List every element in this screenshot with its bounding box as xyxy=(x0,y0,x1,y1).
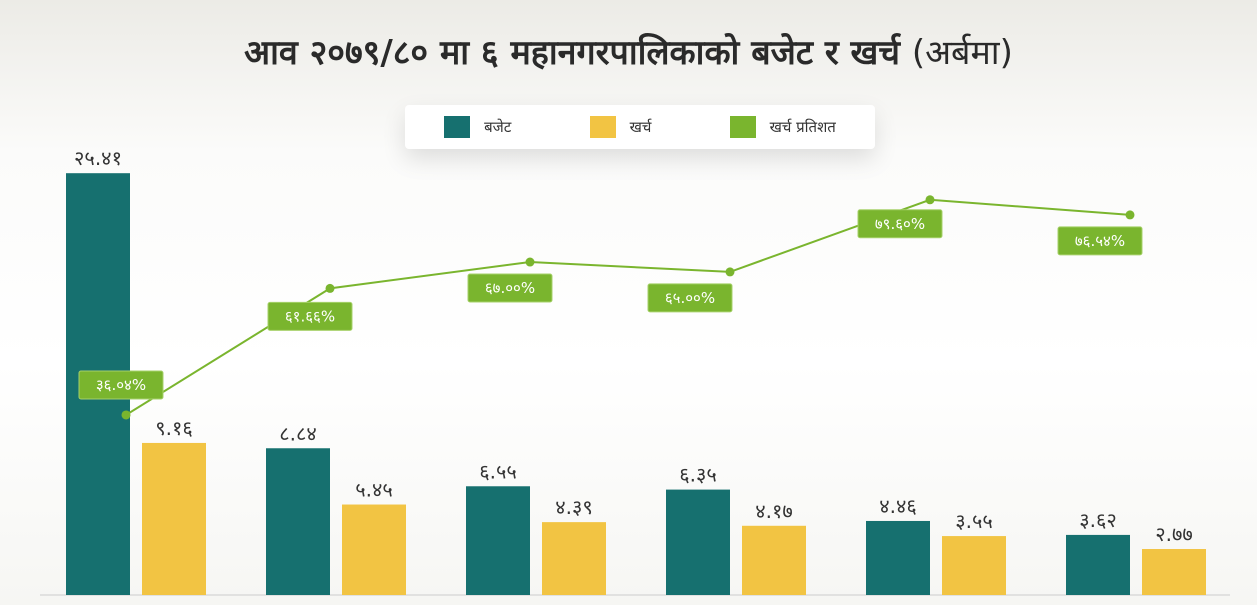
expense-value-label: ५.४५ xyxy=(355,478,393,502)
legend-label: बजेट xyxy=(484,118,512,136)
legend-item-percent: खर्च प्रतिशत xyxy=(729,116,836,138)
legend-label: खर्च प्रतिशत xyxy=(769,118,836,136)
percent-point xyxy=(925,195,935,205)
budget-value-label: ४.४६ xyxy=(879,494,917,518)
budget-value-label: ८.८४ xyxy=(279,421,317,445)
legend: बजेट खर्च खर्च प्रतिशत xyxy=(405,105,875,149)
budget-bar xyxy=(1066,534,1130,595)
percent-label-box xyxy=(467,273,553,303)
expense-value-label: ४.३९ xyxy=(555,495,593,519)
expense-bar xyxy=(742,525,806,595)
budget-bar xyxy=(466,486,530,595)
expense-value-label: ३.५५ xyxy=(955,509,993,533)
expense-value-label: ९.१६ xyxy=(155,416,193,440)
percent-point xyxy=(325,283,335,293)
percent-label-box xyxy=(647,283,733,313)
legend-label: खर्च xyxy=(629,118,652,136)
budget-value-label: २५.४१ xyxy=(74,146,122,170)
budget-value-label: ६.५५ xyxy=(479,459,517,483)
budget-bar xyxy=(866,520,930,595)
legend-swatch xyxy=(729,116,756,138)
budget-bar xyxy=(666,489,730,595)
percent-label: ६७.००% xyxy=(485,279,535,297)
expense-bar xyxy=(342,504,406,595)
legend-swatch xyxy=(444,116,471,138)
percent-label-box xyxy=(78,370,164,400)
percent-point xyxy=(1125,210,1135,220)
percent-label: ६१.६६% xyxy=(285,307,335,325)
budget-value-label: ६.३५ xyxy=(679,463,717,487)
percent-label-box xyxy=(857,209,943,239)
legend-swatch xyxy=(589,116,616,138)
percent-label: ३६.०४% xyxy=(96,376,146,394)
percent-label-box xyxy=(1057,226,1143,256)
percent-point xyxy=(725,267,735,277)
percent-label: ६५.००% xyxy=(665,289,715,307)
expense-bar xyxy=(942,536,1006,595)
percent-label-box xyxy=(267,301,353,331)
percent-label: ७६.५४% xyxy=(1075,232,1125,250)
legend-item-budget: बजेट xyxy=(444,116,511,138)
expense-bar xyxy=(542,522,606,595)
chart-title: आव २०७९/८० मा ६ महानगरपालिकाको बजेट र खर… xyxy=(244,33,1013,73)
expense-bar xyxy=(1142,549,1206,595)
expense-value-label: २.७७ xyxy=(1155,522,1193,546)
budget-bar xyxy=(266,448,330,595)
expense-value-label: ४.१७ xyxy=(755,499,793,523)
budget-value-label: ३.६२ xyxy=(1079,508,1117,532)
percent-point xyxy=(121,410,131,420)
legend-item-expense: खर्च xyxy=(589,116,652,138)
expense-bar xyxy=(142,442,206,595)
percent-label: ७९.६०% xyxy=(875,215,925,233)
percent-point xyxy=(525,257,535,267)
